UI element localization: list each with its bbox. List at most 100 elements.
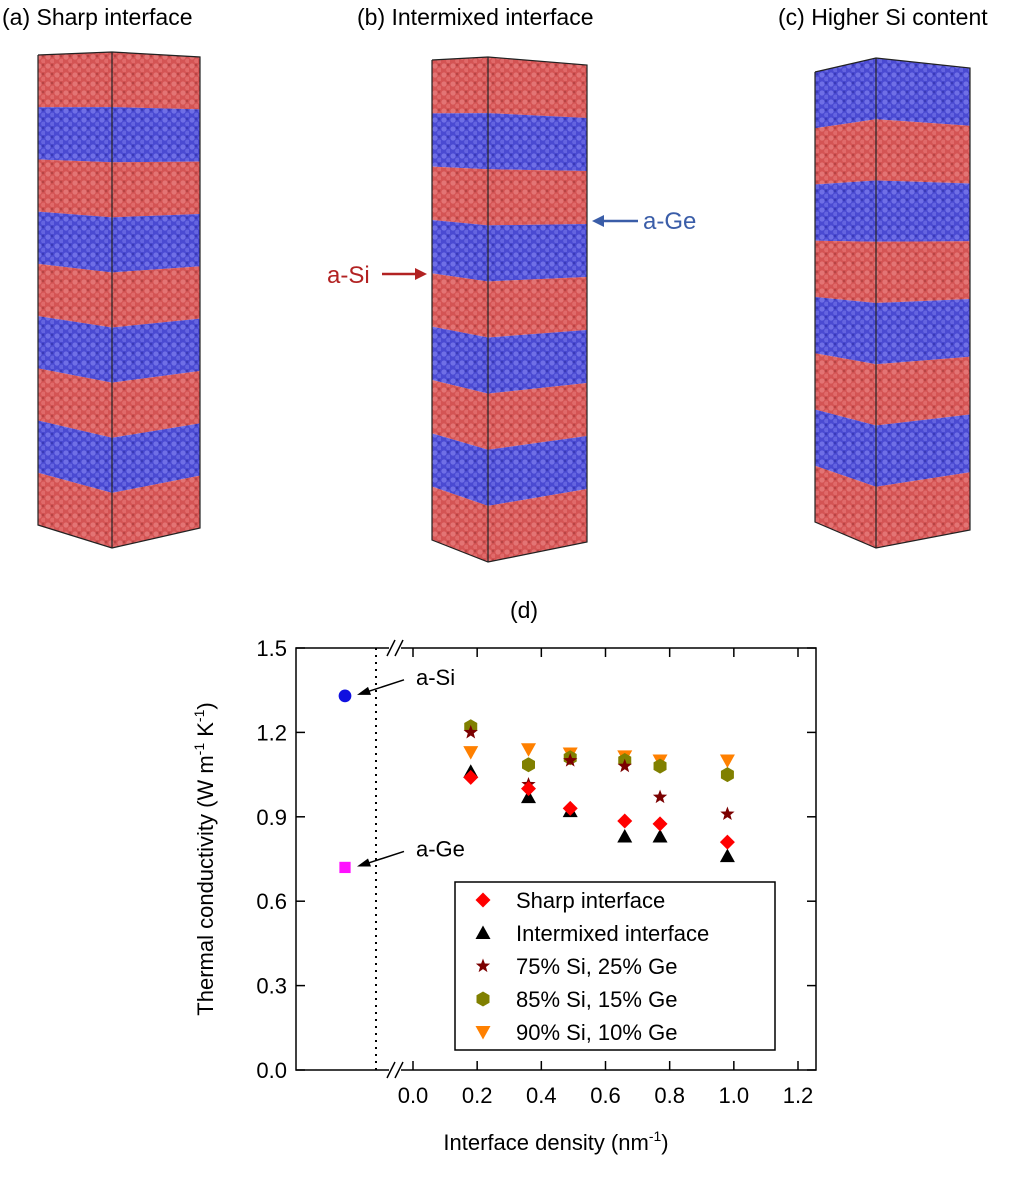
legend-entry: 90% Si, 10% Ge xyxy=(516,1020,677,1045)
reference-point xyxy=(338,689,352,703)
data-point xyxy=(521,743,536,757)
data-point xyxy=(521,789,536,804)
legend-marker xyxy=(475,958,491,973)
data-point xyxy=(617,813,633,829)
si-layer xyxy=(815,240,970,303)
si-layer xyxy=(38,368,200,438)
data-point xyxy=(521,781,536,797)
panel-c-label: (c) Higher Si content xyxy=(778,4,988,30)
data-point xyxy=(652,828,668,843)
si-layer xyxy=(432,273,587,338)
ge-layer xyxy=(432,326,587,394)
si-layer xyxy=(38,263,200,328)
sharp-interface-column xyxy=(37,51,201,549)
y-tick-label: 0.6 xyxy=(256,889,287,914)
ge-layer xyxy=(38,107,200,163)
si-layer xyxy=(815,465,970,548)
ge-layer xyxy=(432,220,587,282)
y-axis-label: Thermal conductivity (W m-1 K-1) xyxy=(191,702,218,1015)
reference-label: a-Si xyxy=(416,665,455,690)
legend-entry: Intermixed interface xyxy=(516,921,709,946)
plot-frame xyxy=(295,647,817,1071)
y-axis-ticks: 0.0 0.3 0.6 0.9 1.2 1.5 xyxy=(256,636,816,1083)
y-tick-label: 0.3 xyxy=(256,974,287,999)
a-si-label: a-Si xyxy=(327,262,370,289)
ge-layer xyxy=(815,409,970,487)
x-axis-ticks: 0.0 0.2 0.4 0.6 0.8 1.0 1.2 xyxy=(398,648,814,1108)
y-tick-label: 0.0 xyxy=(256,1058,287,1083)
x-axis-label: Interface density (nm-1) xyxy=(443,1128,668,1155)
legend-marker xyxy=(475,892,491,908)
si-layer xyxy=(432,57,587,118)
annotation-a-si: a-Si xyxy=(327,262,427,289)
reference-points: a-Si a-Ge xyxy=(338,665,465,874)
reference-arrowhead xyxy=(357,686,371,695)
data-point xyxy=(463,724,478,739)
data-point xyxy=(522,757,535,773)
ge-layer xyxy=(432,433,587,506)
data-point xyxy=(652,789,668,804)
legend-entry: Sharp interface xyxy=(516,888,665,913)
data-point xyxy=(463,769,479,785)
data-point xyxy=(652,816,668,832)
legend-box xyxy=(454,881,776,1051)
reference-arrow xyxy=(363,850,405,866)
y-tick-label: 1.5 xyxy=(256,636,287,661)
data-point xyxy=(562,800,578,816)
data-point xyxy=(719,848,735,863)
data-marks xyxy=(463,719,735,863)
legend: Sharp interface Intermixed interface 75% S… xyxy=(454,881,776,1051)
si-layer xyxy=(38,52,200,110)
axis-break-bottom xyxy=(386,1061,404,1079)
si-layer xyxy=(432,486,587,562)
si-layer xyxy=(815,119,970,185)
x-tick-label: 0.2 xyxy=(462,1083,493,1108)
legend-entry: 75% Si, 25% Ge xyxy=(516,954,677,979)
x-tick-label: 0.4 xyxy=(526,1083,557,1108)
higher-si-content-column xyxy=(814,57,971,549)
data-point xyxy=(720,806,735,821)
intermixed-interface-column xyxy=(431,56,588,563)
data-point xyxy=(719,754,735,769)
chart: 0.0 0.3 0.6 0.9 1.2 1.5 0.0 0.2 0.4 0.6 0.8 1.0 1.2… xyxy=(191,636,817,1155)
x-tick-label: 1.0 xyxy=(719,1083,750,1108)
data-point xyxy=(617,758,632,773)
reference-label: a-Ge xyxy=(416,836,465,861)
ge-layer xyxy=(38,316,200,383)
data-point xyxy=(719,834,735,850)
ge-layer xyxy=(38,211,200,273)
chart-panel-label: (d) xyxy=(510,597,538,623)
legend-marker xyxy=(476,991,490,1007)
reference-point xyxy=(339,861,351,874)
x-tick-label: 0.6 xyxy=(590,1083,621,1108)
si-layer xyxy=(432,380,587,450)
data-point xyxy=(563,753,578,767)
data-point xyxy=(720,767,734,783)
si-layer xyxy=(815,353,970,426)
panel-a-label: (a) Sharp interface xyxy=(2,4,192,30)
panel-b-label: (b) Intermixed interface xyxy=(357,4,593,30)
reference-arrowhead xyxy=(357,858,371,867)
y-tick-label: 0.9 xyxy=(256,805,287,830)
x-tick-label: 0.0 xyxy=(398,1083,429,1108)
data-point xyxy=(617,828,633,843)
ge-layer xyxy=(432,113,587,171)
ge-layer xyxy=(815,297,970,365)
legend-entry: 85% Si, 15% Ge xyxy=(516,987,677,1012)
legend-marker xyxy=(475,925,491,939)
si-layer xyxy=(432,166,587,226)
reference-arrow xyxy=(363,679,405,694)
x-tick-label: 1.2 xyxy=(783,1083,814,1108)
si-layer xyxy=(38,472,200,548)
ge-layer xyxy=(38,420,200,493)
ge-layer xyxy=(815,58,970,129)
data-point xyxy=(653,758,667,774)
axis-break-top xyxy=(386,639,404,657)
x-tick-label: 0.8 xyxy=(654,1083,685,1108)
legend-marker xyxy=(475,1026,491,1040)
ge-layer xyxy=(815,180,970,242)
annotation-a-ge: a-Ge xyxy=(592,208,696,235)
si-layer xyxy=(38,159,200,218)
data-point xyxy=(463,746,479,760)
